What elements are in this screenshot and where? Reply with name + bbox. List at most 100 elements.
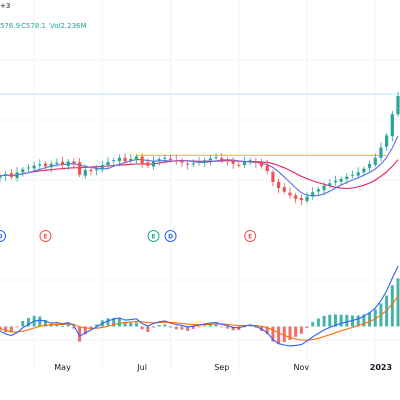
histogram-bar bbox=[26, 317, 30, 327]
histogram-bar bbox=[242, 326, 246, 328]
histogram-bar bbox=[78, 326, 82, 342]
histogram-bar bbox=[174, 326, 178, 330]
event-marker-circle bbox=[244, 230, 257, 242]
candle-body bbox=[203, 160, 207, 163]
histogram-bar bbox=[9, 326, 13, 333]
candle-body bbox=[15, 172, 19, 179]
histogram-bar bbox=[21, 320, 25, 327]
histogram-bar bbox=[95, 324, 99, 327]
histogram-bar bbox=[316, 318, 320, 327]
candle-body bbox=[333, 180, 338, 183]
candle-body bbox=[180, 160, 184, 163]
candle-body bbox=[66, 161, 70, 166]
candle-body bbox=[123, 157, 127, 162]
event-marker-label: E bbox=[248, 234, 252, 241]
candle-body bbox=[237, 164, 241, 166]
event-marker-circle bbox=[147, 230, 160, 242]
candle-body bbox=[316, 189, 320, 192]
histogram-bar bbox=[220, 326, 224, 328]
candle-body bbox=[396, 96, 400, 115]
candle-body bbox=[26, 167, 31, 169]
histogram-bar bbox=[396, 278, 400, 327]
histogram-bar bbox=[282, 326, 286, 342]
histogram-bar bbox=[117, 317, 121, 327]
histogram-bar bbox=[163, 324, 167, 327]
candle-body bbox=[350, 174, 355, 176]
histogram-bar bbox=[373, 309, 377, 327]
histogram-bar bbox=[140, 326, 144, 330]
x-axis-tick-label: Nov bbox=[294, 363, 310, 372]
candle-body bbox=[146, 162, 150, 166]
histogram-bar bbox=[146, 326, 150, 333]
histogram-bar bbox=[362, 314, 366, 327]
candle-body bbox=[322, 185, 326, 191]
histogram-bar bbox=[248, 325, 252, 327]
candle-body bbox=[214, 157, 218, 159]
histogram-bar bbox=[152, 326, 156, 328]
candle-body bbox=[231, 160, 235, 164]
event-marker-circle bbox=[0, 230, 6, 242]
candle-body bbox=[299, 198, 303, 201]
candle-body bbox=[9, 173, 13, 178]
histogram-bar bbox=[368, 312, 372, 327]
candle-body bbox=[373, 157, 377, 165]
histogram-bar bbox=[186, 326, 190, 331]
histogram-bar bbox=[66, 324, 70, 327]
histogram-bar bbox=[129, 322, 133, 327]
event-marker-circle bbox=[39, 230, 52, 242]
x-axis-tick-label: 2023 bbox=[370, 363, 392, 372]
price-pane bbox=[0, 91, 400, 206]
histogram-bar bbox=[89, 326, 93, 329]
grid-lines bbox=[0, 0, 400, 372]
candle-body bbox=[38, 164, 42, 166]
histogram-bar bbox=[345, 314, 349, 327]
event-markers: DEEDE bbox=[0, 230, 257, 242]
candle-body bbox=[197, 162, 201, 164]
histogram-bar bbox=[0, 326, 2, 330]
candle-body bbox=[168, 158, 173, 161]
x-axis-tick-label: Sep bbox=[214, 363, 229, 372]
candle-body bbox=[345, 176, 349, 179]
histogram-bar bbox=[55, 323, 59, 327]
event-marker-circle bbox=[164, 230, 177, 242]
histogram-bar bbox=[191, 326, 195, 329]
event-marker-label: E bbox=[151, 234, 155, 241]
candle-body bbox=[106, 162, 110, 166]
histogram-bar bbox=[271, 326, 275, 342]
candle-body bbox=[271, 172, 275, 182]
ohlc-high: 576.9 bbox=[0, 22, 20, 30]
candle-body bbox=[43, 163, 48, 167]
histogram-bar bbox=[356, 315, 360, 327]
candle-body bbox=[151, 161, 156, 167]
histogram-bar bbox=[72, 326, 76, 329]
histogram-bar bbox=[339, 314, 343, 327]
candle-body bbox=[294, 195, 298, 199]
histogram-bar bbox=[83, 326, 87, 335]
histogram-bar bbox=[390, 285, 394, 327]
candle-body bbox=[277, 182, 281, 189]
histogram-bar bbox=[134, 322, 138, 327]
histogram-bar bbox=[208, 324, 212, 327]
event-marker-label: E bbox=[43, 234, 47, 241]
histogram-bar bbox=[43, 319, 47, 327]
candle-body bbox=[89, 169, 93, 172]
candle-body bbox=[242, 162, 247, 166]
histogram-bar bbox=[225, 326, 229, 329]
candle-body bbox=[259, 162, 264, 167]
candle-body bbox=[157, 159, 161, 162]
candle-body bbox=[117, 157, 121, 162]
candle-body bbox=[134, 156, 139, 160]
histogram-bar bbox=[311, 322, 315, 327]
event-marker-label: D bbox=[168, 234, 173, 241]
histogram-bar bbox=[106, 318, 110, 327]
ohlc-close: C578.1 bbox=[21, 22, 46, 30]
histogram-bar bbox=[305, 326, 309, 328]
macd-pane bbox=[0, 266, 400, 347]
candle-body bbox=[254, 161, 258, 163]
candle-body bbox=[305, 196, 309, 202]
candle-body bbox=[208, 158, 212, 161]
candle-body bbox=[339, 178, 343, 182]
histogram-bar bbox=[180, 326, 184, 330]
candle-body bbox=[163, 157, 167, 159]
